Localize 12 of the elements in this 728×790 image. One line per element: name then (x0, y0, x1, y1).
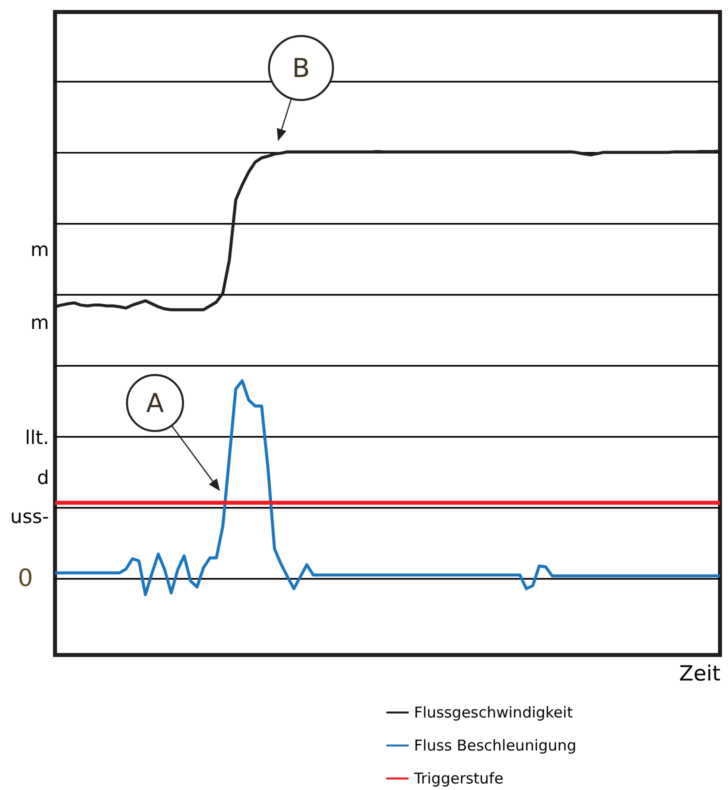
legend-label: Triggerstufe (413, 770, 504, 788)
text: d (36, 467, 49, 489)
text: 0 (18, 564, 33, 592)
annotation: A (146, 389, 164, 419)
text: llt. (24, 427, 49, 449)
text: m (30, 312, 49, 334)
text: m (30, 239, 49, 261)
text: uss- (10, 506, 49, 528)
x-axis-title: Zeit (679, 662, 720, 686)
legend-label: Flussgeschwindigkeit (414, 704, 573, 722)
text: B (292, 54, 310, 84)
legend-label: Fluss Beschleunigung (414, 736, 576, 754)
